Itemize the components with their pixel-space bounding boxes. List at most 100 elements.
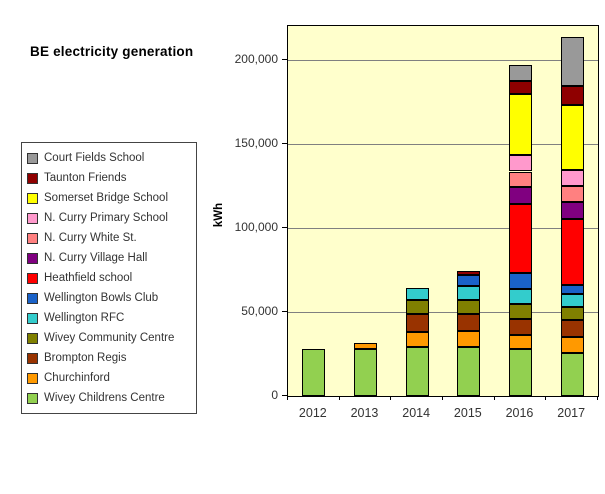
legend-swatch [27, 272, 38, 284]
x-axis-tick-mark [338, 396, 340, 400]
x-axis-tick-mark [493, 396, 495, 400]
legend-swatch [27, 312, 38, 324]
bar-segment [457, 331, 481, 348]
bar-segment [509, 335, 532, 349]
legend-item-label: Heathfield school [44, 272, 133, 284]
y-axis-tick-mark [282, 310, 287, 312]
bar-segment [509, 65, 532, 82]
bar-segment [509, 187, 532, 205]
legend-item: N. Curry Primary School [27, 208, 196, 228]
legend-swatch [27, 172, 38, 184]
bar-segment [560, 320, 584, 338]
legend-item-label: N. Curry Primary School [44, 212, 168, 224]
legend-swatch [27, 352, 38, 364]
bar-segment [405, 314, 429, 333]
legend-item: Court Fields School [27, 148, 196, 168]
bar-segment [560, 201, 584, 220]
legend-swatch [27, 192, 38, 204]
bar-segment [457, 314, 481, 332]
legend-swatch [27, 152, 38, 164]
gridline [288, 311, 598, 313]
bar-segment [354, 348, 377, 396]
legend-item: Wivey Community Centre [27, 328, 196, 348]
y-axis-tick-label: 50,000 [241, 303, 278, 318]
bar-segment [405, 347, 429, 396]
bar-segment [509, 304, 532, 319]
legend-item-label: Court Fields School [44, 152, 145, 164]
legend-swatch [27, 232, 38, 244]
legend-item: Heathfield school [27, 268, 196, 288]
legend-item-label: Wivey Community Centre [44, 332, 175, 344]
gridline [288, 59, 598, 61]
bar-segment [509, 81, 532, 95]
bar-segment [354, 343, 377, 349]
bar-segment [560, 307, 584, 321]
y-axis-tick-mark [282, 58, 287, 60]
x-axis-tick-label: 2012 [298, 406, 327, 420]
legend-swatch [27, 252, 38, 264]
y-axis-tick-mark [282, 395, 287, 396]
legend-item: Brompton Regis [27, 348, 196, 368]
chart-title: BE electricity generation [30, 44, 194, 59]
legend-item-label: N. Curry Village Hall [44, 252, 148, 264]
y-axis-tick-label: 200,000 [234, 51, 278, 66]
plot-area [287, 25, 599, 397]
bar-segment [509, 154, 532, 172]
x-axis-tick-mark [545, 396, 547, 400]
bar-segment [302, 348, 326, 396]
bar-segment [457, 285, 481, 301]
legend-item: Wivey Childrens Centre [27, 388, 196, 408]
x-axis-tick-label: 2016 [505, 406, 534, 420]
bar-segment [509, 318, 532, 336]
x-axis-tick-mark [442, 396, 443, 400]
bar-segment [509, 348, 532, 396]
bar-segment [457, 347, 481, 396]
x-axis-tick-label: 2013 [350, 406, 379, 420]
x-axis-tick-label: 2015 [453, 406, 482, 420]
x-axis-tick-mark [390, 396, 392, 400]
bar-segment [560, 185, 584, 202]
bar-segment [560, 169, 584, 186]
x-axis-tick-label: 2014 [402, 406, 431, 420]
gridline [288, 143, 598, 145]
bar-segment [405, 288, 429, 301]
legend-item-label: Somerset Bridge School [44, 192, 169, 204]
legend-item-label: Wivey Childrens Centre [44, 392, 165, 404]
bar-segment [457, 270, 481, 275]
bar-segment [405, 300, 429, 315]
bar-segment [509, 171, 532, 188]
bar-segment [405, 332, 429, 348]
x-axis-tick-mark [597, 396, 598, 400]
legend-item: Wellington RFC [27, 308, 196, 328]
legend-swatch [27, 212, 38, 224]
bar-segment [560, 294, 584, 308]
legend-swatch [27, 372, 38, 384]
legend-swatch [27, 292, 38, 304]
y-axis-tick-mark [282, 142, 287, 144]
x-axis-tick-mark [287, 396, 288, 400]
bar-segment [509, 204, 532, 274]
x-axis-tick-label: 2017 [557, 406, 586, 420]
legend-item-label: N. Curry White St. [44, 232, 137, 244]
bar-segment [457, 300, 481, 315]
bar-segment [560, 337, 584, 354]
legend-item-label: Taunton Friends [44, 172, 127, 184]
bar-segment [509, 94, 532, 155]
legend: Court Fields School Taunton Friends Somers… [21, 142, 197, 414]
y-axis-tick-label: 150,000 [234, 135, 278, 150]
y-axis-tick-mark [282, 226, 287, 228]
legend-item: Taunton Friends [27, 168, 196, 188]
gridline [288, 227, 598, 229]
legend-swatch [27, 392, 38, 404]
bar-segment [457, 274, 481, 286]
y-axis-tick-label: 0 [271, 388, 278, 402]
bar-segment [560, 219, 584, 286]
bar-segment [560, 285, 584, 295]
bar-segment [560, 86, 584, 105]
legend-item-label: Wellington Bowls Club [44, 292, 159, 304]
bar-segment [560, 104, 584, 170]
legend-item-label: Churchinford [44, 372, 110, 384]
legend-item: N. Curry White St. [27, 228, 196, 248]
legend-swatch [27, 332, 38, 344]
legend-item: Churchinford [27, 368, 196, 388]
